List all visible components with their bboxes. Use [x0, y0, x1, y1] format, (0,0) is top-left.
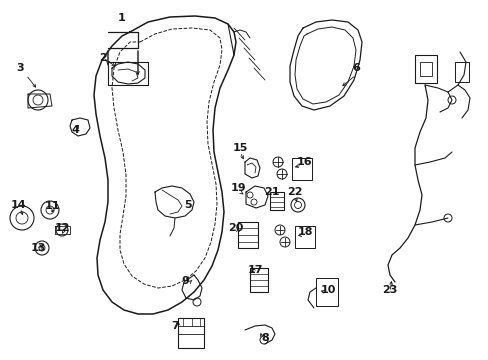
Text: 9: 9 — [181, 276, 188, 286]
Bar — [249, 268, 267, 292]
Circle shape — [35, 241, 49, 255]
Bar — [454, 62, 468, 82]
Circle shape — [193, 298, 201, 306]
Circle shape — [33, 95, 43, 105]
Circle shape — [56, 224, 68, 236]
Text: 17: 17 — [247, 265, 262, 275]
Text: 4: 4 — [71, 125, 79, 135]
Text: 18: 18 — [297, 227, 312, 237]
Text: 2: 2 — [99, 53, 107, 63]
Bar — [294, 226, 314, 248]
Bar — [238, 222, 258, 248]
Circle shape — [10, 206, 34, 230]
Text: 19: 19 — [230, 183, 245, 193]
Text: 23: 23 — [382, 285, 397, 295]
Text: 22: 22 — [286, 187, 302, 197]
Circle shape — [46, 206, 54, 214]
Text: 20: 20 — [228, 223, 243, 233]
Text: 3: 3 — [16, 63, 24, 73]
Circle shape — [16, 212, 28, 224]
Text: 12: 12 — [54, 223, 70, 233]
Bar — [419, 62, 431, 76]
Bar — [178, 318, 203, 348]
Text: 5: 5 — [184, 200, 191, 210]
Text: 15: 15 — [232, 143, 247, 153]
Bar — [315, 278, 337, 306]
Circle shape — [39, 245, 45, 251]
Circle shape — [274, 225, 285, 235]
Circle shape — [280, 237, 289, 247]
Circle shape — [272, 157, 283, 167]
Text: 11: 11 — [44, 201, 60, 211]
Text: 13: 13 — [30, 243, 45, 253]
Circle shape — [447, 96, 455, 104]
Text: 8: 8 — [261, 333, 268, 343]
Text: 21: 21 — [264, 187, 279, 197]
Text: 1: 1 — [118, 13, 125, 23]
Text: 6: 6 — [351, 63, 359, 73]
Text: 16: 16 — [296, 157, 311, 167]
Circle shape — [443, 214, 451, 222]
Text: 7: 7 — [171, 321, 179, 331]
Text: 10: 10 — [320, 285, 335, 295]
Bar — [291, 158, 311, 180]
Circle shape — [246, 192, 252, 198]
Circle shape — [250, 199, 257, 205]
Circle shape — [41, 201, 59, 219]
Text: 14: 14 — [10, 200, 26, 210]
Bar — [269, 192, 284, 210]
Circle shape — [260, 336, 267, 344]
Circle shape — [294, 202, 301, 208]
Bar — [414, 55, 436, 83]
Circle shape — [290, 198, 305, 212]
Circle shape — [276, 169, 286, 179]
Circle shape — [28, 90, 48, 110]
